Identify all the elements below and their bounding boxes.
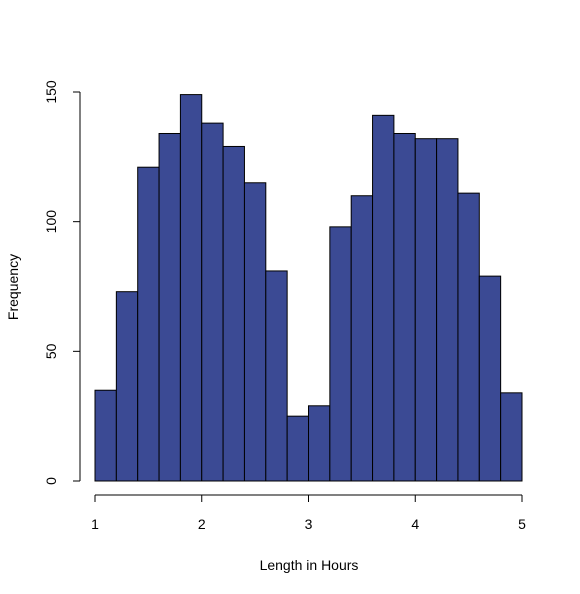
histogram-bar-3 xyxy=(137,166,160,482)
histogram-bar-7 xyxy=(222,145,245,482)
y-tick-label: 150 xyxy=(43,80,59,104)
histogram-bar-8 xyxy=(243,182,267,482)
histogram-bars xyxy=(94,94,523,482)
x-tick-label: 5 xyxy=(518,516,526,532)
histogram-bar-15 xyxy=(393,132,416,482)
histogram-bar-2 xyxy=(115,291,139,482)
x-tick-label: 2 xyxy=(198,516,206,532)
histogram-bar-1 xyxy=(94,389,117,482)
y-tick-label: 50 xyxy=(43,343,59,359)
histogram-bar-12 xyxy=(329,226,352,482)
x-axis-title: Length in Hours xyxy=(260,557,359,573)
histogram-bar-11 xyxy=(308,405,331,482)
histogram-bar-10 xyxy=(286,415,309,482)
x-tick-label: 3 xyxy=(305,516,313,532)
histogram-bar-18 xyxy=(457,192,480,482)
histogram-bar-17 xyxy=(436,138,459,482)
y-axis: 0 50 100 150 xyxy=(43,80,81,485)
y-tick-label: 100 xyxy=(43,210,59,234)
y-tick-label: 0 xyxy=(43,477,59,485)
histogram-bar-13 xyxy=(350,195,374,482)
histogram-bar-14 xyxy=(372,114,395,482)
x-tick-label: 4 xyxy=(411,516,419,532)
x-tick-label: 1 xyxy=(91,516,99,532)
histogram-bar-16 xyxy=(414,138,438,482)
histogram-bar-20 xyxy=(500,392,523,482)
histogram-bar-9 xyxy=(265,270,288,482)
histogram-bar-4 xyxy=(158,132,181,482)
histogram-bar-19 xyxy=(478,275,502,482)
histogram-bar-6 xyxy=(201,122,224,482)
histogram-bar-5 xyxy=(179,94,203,482)
x-axis: 1 2 3 4 5 xyxy=(91,494,526,532)
y-axis-title: Frequency xyxy=(5,254,21,320)
